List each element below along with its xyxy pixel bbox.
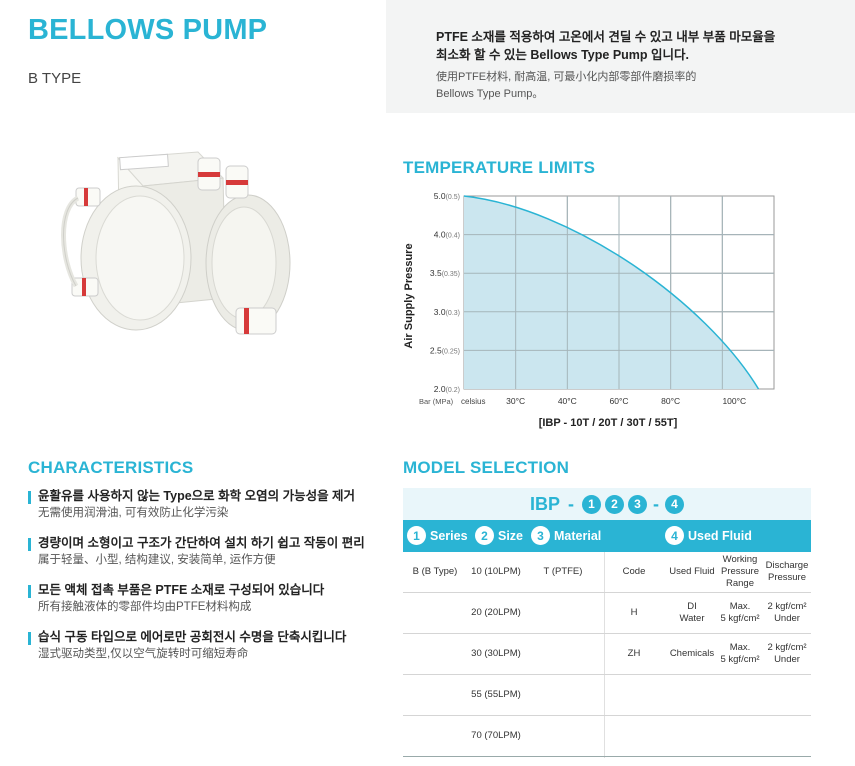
pressure-curve (463, 195, 760, 390)
y-tick-label: 3.5(0.35) (430, 268, 460, 278)
temperature-section-title: TEMPERATURE LIMITS (403, 158, 596, 177)
page-title: BELLOWS PUMP (28, 14, 268, 46)
page-subtitle: B TYPE (28, 70, 82, 87)
code-num-2: 2 (605, 494, 624, 514)
x-tick-label: 30°C (506, 396, 525, 406)
list-item: 습식 구동 타입으로 에어로만 공회전시 수명을 단축시킵니다 湿式驱动类型,仅… (28, 629, 388, 662)
model-table: B (B Type) 10 (10LPM) T (PTFE) Code Used… (403, 552, 811, 757)
model-table-header: 1 Series 2 Size 3 Material 4 Used Fluid (403, 520, 811, 552)
x-tick-label: 40°C (558, 396, 577, 406)
x-axis-unit: celsius (461, 397, 485, 406)
code-num-4: 4 (665, 494, 684, 514)
table-row: B (B Type) 10 (10LPM) T (PTFE) Code Used… (403, 552, 811, 593)
pressure-area (464, 196, 759, 389)
table-row: 20 (20LPM) H DI Water Max. 5 kgf/cm² 2 k… (403, 593, 811, 634)
header-used-fluid: 4 Used Fluid (665, 526, 752, 545)
y-tick-label: 2.5(0.25) (430, 345, 460, 355)
header-size: 2 Size (475, 526, 523, 545)
y-tick-label: 5.0(0.5) (434, 191, 460, 201)
header-series: 1 Series (407, 526, 468, 545)
description-box: PTFE 소재를 적용하여 고온에서 견딜 수 있고 내부 부품 마모율을 최소… (386, 0, 855, 113)
description-korean: PTFE 소재를 적용하여 고온에서 견딜 수 있고 내부 부품 마모율을 최소… (436, 30, 776, 62)
bullet-bar (28, 538, 31, 551)
description-chinese: 使用PTFE材料, 耐高温, 可最小化内部零部件磨损率的 Bellows Typ… (436, 71, 697, 100)
table-row: 70 (70LPM) (403, 716, 811, 757)
bellows-pump-image (61, 151, 291, 335)
temperature-chart: 5.0(0.5) 4.0(0.4) 3.5(0.35) 3.0(0.3) 2.5(0.2… (403, 191, 775, 429)
characteristics-section-title: CHARACTERISTICS (28, 458, 194, 477)
y-tick-label: 4.0(0.4) (434, 230, 460, 240)
column-divider (604, 552, 605, 758)
x-tick-label: 60°C (610, 396, 629, 406)
code-num-1: 1 (582, 494, 601, 514)
header-material: 3 Material (531, 526, 601, 545)
model-code-band: IBP - 1 2 3 - 4 (403, 488, 811, 520)
x-axis-label: [IBP - 10T / 20T / 30T / 55T] (539, 417, 678, 429)
bullet-bar (28, 491, 31, 504)
y-tick-label: 2.0(0.2) (434, 384, 460, 394)
list-item: 모든 액체 접촉 부품은 PTFE 소재로 구성되어 있습니다 所有接触液体的零… (28, 582, 388, 615)
table-row: 55 (55LPM) (403, 675, 811, 716)
y-tick-label: 3.0(0.3) (434, 307, 460, 317)
list-item: 경량이며 소형이고 구조가 간단하여 설치 하기 쉽고 작동이 편리 属于轻量、… (28, 535, 388, 568)
bullet-bar (28, 632, 31, 645)
list-item: 윤활유를 사용하지 않는 Type으로 화학 오염의 가능성을 제거 无需使用润… (28, 488, 388, 521)
table-row: 30 (30LPM) ZH Chemicals Max. 5 kgf/cm² 2… (403, 634, 811, 675)
characteristics-list: 윤활유를 사용하지 않는 Type으로 화학 오염의 가능성을 제거 无需使用润… (28, 488, 388, 676)
bullet-bar (28, 585, 31, 598)
model-section-title: MODEL SELECTION (403, 458, 570, 477)
code-num-3: 3 (628, 494, 647, 514)
x-tick-label: 80°C (661, 396, 680, 406)
y-axis-unit: Bar (MPa) (419, 397, 454, 406)
x-tick-label: 100°C (722, 396, 746, 406)
y-axis-label: Air Supply Pressure (403, 243, 415, 348)
model-code: IBP - 1 2 3 - 4 (530, 488, 684, 520)
